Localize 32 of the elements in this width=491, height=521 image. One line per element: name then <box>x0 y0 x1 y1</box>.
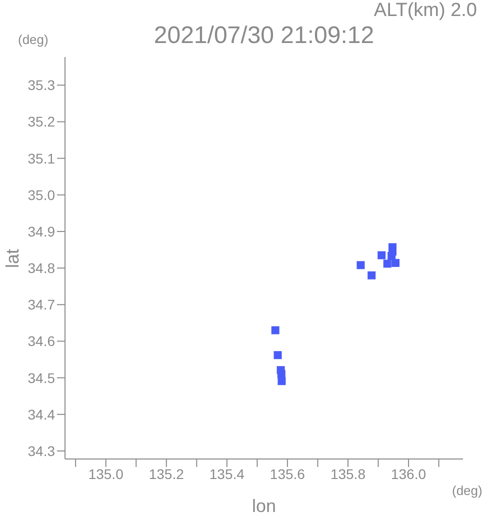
text: (deg) <box>18 32 48 47</box>
y-tick-label: 34.3 <box>28 442 56 459</box>
y-tick-label: 35.0 <box>28 186 56 203</box>
y-tick-label: 34.7 <box>28 296 56 313</box>
y-tick-label: 35.1 <box>28 150 56 166</box>
x-tick-label: 136.0 <box>390 466 426 482</box>
x-axis-title: lon <box>252 496 276 516</box>
point <box>392 258 400 267</box>
point <box>278 377 286 386</box>
point <box>383 260 392 268</box>
point <box>368 271 376 280</box>
point <box>388 252 396 260</box>
y-tick-label: 34.4 <box>28 406 56 422</box>
y-tick-label: 34.9 <box>28 223 56 240</box>
y-tick-label: 35.3 <box>28 77 56 94</box>
point <box>271 326 280 334</box>
point <box>378 251 386 260</box>
text: (deg) <box>452 483 482 498</box>
y-tick-label: 34.8 <box>28 260 56 276</box>
point <box>274 351 282 360</box>
x-tick-label: 135.6 <box>270 466 306 482</box>
y-tick-label: 35.2 <box>28 114 56 130</box>
chart-title: 2021/07/30 21:09:12 <box>152 22 376 50</box>
y-axis-title: lat <box>2 248 24 270</box>
text: ALT(km) 2.0 <box>374 0 477 22</box>
x-tick-label: 135.4 <box>209 466 245 482</box>
y-tick-label: 34.6 <box>28 333 56 350</box>
point <box>356 261 365 270</box>
x-tick-label: 135.2 <box>148 466 184 482</box>
x-tick-label: 135.0 <box>88 466 124 482</box>
y-tick-label: 34.5 <box>28 370 56 386</box>
x-tick-label: 135.8 <box>330 466 366 482</box>
